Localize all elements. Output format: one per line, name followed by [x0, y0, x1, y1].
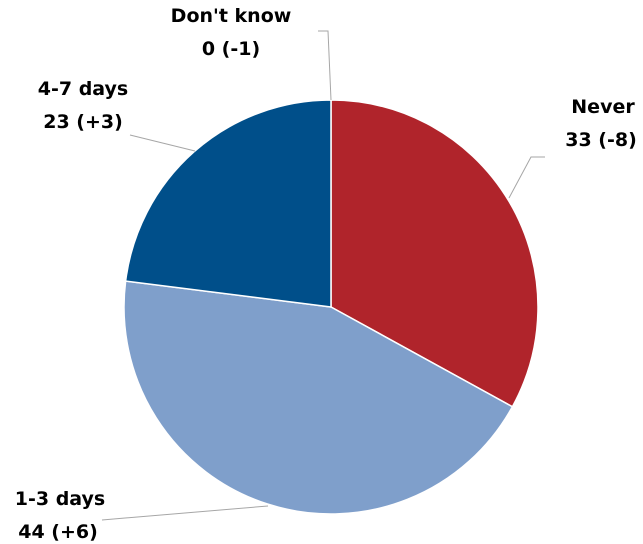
label-1-3-days-value: 44 (+6) [18, 521, 98, 543]
label-1-3-days-name: 1-3 days [15, 488, 105, 510]
label-4-7-days-name: 4-7 days [38, 78, 128, 100]
label-never-value: 33 (-8) [565, 129, 637, 151]
pie-slices [123, 99, 539, 515]
leader-lines [101, 30, 545, 521]
leader-line-4-7-days [129, 134, 196, 152]
label-dont-know-value: 0 (-1) [202, 38, 260, 60]
label-dont-know-name: Don't know [171, 5, 292, 27]
label-4-7-days-value: 23 (+3) [43, 111, 123, 133]
leader-line-1-3-days [101, 505, 269, 521]
pie-slice-1-3-days [123, 280, 514, 515]
label-never-name: Never [571, 96, 635, 118]
leader-line-dont-know [318, 30, 332, 101]
pie-slice-4-7-days [124, 99, 332, 308]
leader-line-never [508, 156, 545, 199]
slice-labels: Don't know 0 (-1) 4-7 days 23 (+3) Never… [15, 5, 637, 543]
pie-slice-never [330, 99, 539, 408]
